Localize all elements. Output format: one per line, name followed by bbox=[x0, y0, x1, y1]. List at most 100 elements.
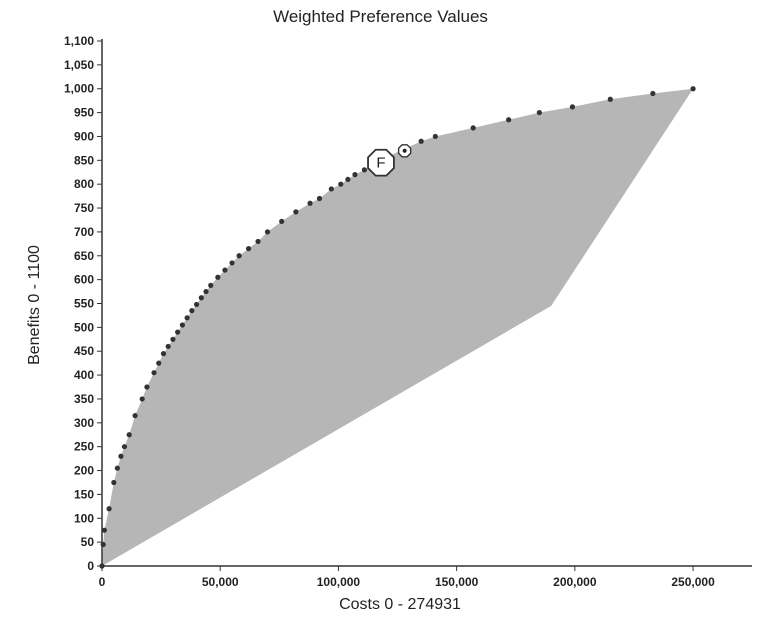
frontier-point bbox=[121, 444, 128, 450]
marker-dot bbox=[402, 148, 407, 153]
y-tick-label: 750 bbox=[74, 201, 94, 215]
x-tick-label: 200,000 bbox=[553, 575, 597, 589]
frontier-point bbox=[144, 384, 150, 390]
frontier-point bbox=[506, 117, 512, 123]
frontier-point bbox=[470, 125, 476, 131]
y-tick-label: 0 bbox=[87, 559, 94, 573]
y-tick-label: 650 bbox=[74, 249, 94, 263]
frontier-point bbox=[345, 176, 351, 183]
y-tick: 100 bbox=[74, 511, 102, 525]
frontier-point bbox=[132, 413, 138, 419]
y-tick-label: 100 bbox=[74, 511, 94, 525]
frontier-point bbox=[189, 308, 195, 314]
frontier-point bbox=[316, 195, 323, 202]
y-tick-label: 350 bbox=[74, 392, 94, 406]
frontier-point bbox=[690, 86, 696, 92]
y-tick: 1,050 bbox=[64, 58, 102, 72]
x-tick-label: 250,000 bbox=[671, 575, 715, 589]
frontier-point bbox=[328, 186, 334, 192]
y-tick-label: 250 bbox=[74, 440, 94, 454]
frontier-point bbox=[156, 360, 162, 366]
frontier-point bbox=[293, 209, 299, 215]
y-tick: 800 bbox=[74, 177, 102, 191]
frontier-point bbox=[139, 396, 145, 402]
y-tick-label: 50 bbox=[81, 535, 95, 549]
y-tick-label: 950 bbox=[74, 106, 94, 120]
x-tick-label: 50,000 bbox=[202, 575, 239, 589]
y-tick: 300 bbox=[74, 416, 102, 430]
x-tick: 0 bbox=[99, 566, 106, 589]
frontier-point bbox=[198, 295, 204, 301]
y-tick: 850 bbox=[74, 153, 102, 167]
x-tick-label: 0 bbox=[99, 575, 106, 589]
frontier-point bbox=[418, 138, 424, 144]
y-tick-label: 600 bbox=[74, 273, 94, 287]
y-tick-label: 700 bbox=[74, 225, 94, 239]
frontier-point bbox=[170, 336, 176, 342]
frontier-point bbox=[165, 343, 171, 350]
x-tick-label: 100,000 bbox=[317, 575, 361, 589]
y-tick-label: 1,000 bbox=[64, 82, 94, 96]
frontier-point bbox=[184, 315, 190, 321]
y-tick-label: 300 bbox=[74, 416, 94, 430]
y-tick: 750 bbox=[74, 201, 102, 215]
y-tick: 550 bbox=[74, 297, 102, 311]
frontier-point bbox=[99, 563, 105, 569]
y-tick-label: 150 bbox=[74, 487, 94, 501]
frontier-point bbox=[111, 479, 117, 486]
frontier-point bbox=[236, 253, 242, 259]
y-tick: 650 bbox=[74, 249, 102, 263]
frontier-point bbox=[650, 90, 656, 97]
frontier-point bbox=[203, 288, 209, 295]
frontier-point bbox=[151, 370, 157, 376]
x-tick: 150,000 bbox=[435, 566, 479, 589]
frontier-point bbox=[255, 238, 261, 245]
frontier-point bbox=[607, 96, 613, 102]
y-tick-label: 400 bbox=[74, 368, 94, 382]
y-tick-label: 900 bbox=[74, 129, 94, 143]
y-tick: 400 bbox=[74, 368, 102, 382]
x-tick-label: 150,000 bbox=[435, 575, 479, 589]
frontier-point bbox=[432, 133, 438, 140]
frontier-point bbox=[106, 506, 112, 512]
frontier-point bbox=[279, 218, 285, 225]
frontier-point bbox=[338, 181, 344, 187]
y-tick-label: 850 bbox=[74, 153, 94, 167]
y-tick: 500 bbox=[74, 320, 102, 334]
y-tick: 150 bbox=[74, 487, 102, 501]
y-tick: 950 bbox=[74, 106, 102, 120]
frontier-point bbox=[569, 104, 576, 110]
y-tick: 450 bbox=[74, 344, 102, 358]
chart-title: Weighted Preference Values bbox=[273, 7, 488, 26]
frontier-point bbox=[193, 301, 200, 308]
y-tick-label: 200 bbox=[74, 464, 94, 478]
x-tick: 200,000 bbox=[553, 566, 597, 589]
frontier-point bbox=[229, 260, 235, 266]
y-tick-label: 1,100 bbox=[64, 34, 94, 48]
frontier-point bbox=[264, 229, 271, 235]
frontier-point bbox=[118, 453, 124, 459]
y-tick: 50 bbox=[81, 535, 102, 549]
frontier-point bbox=[160, 351, 167, 357]
frontier-point bbox=[352, 172, 358, 178]
x-tick: 100,000 bbox=[317, 566, 361, 589]
octagon-marker bbox=[367, 148, 395, 177]
frontier-point bbox=[215, 274, 221, 280]
frontier-point bbox=[222, 267, 228, 273]
y-tick-label: 450 bbox=[74, 344, 94, 358]
point-f-marker: F bbox=[367, 148, 395, 177]
y-tick: 350 bbox=[74, 392, 102, 406]
x-axis-label: Costs 0 - 274931 bbox=[339, 596, 461, 613]
frontier-point bbox=[361, 167, 368, 173]
y-tick: 600 bbox=[74, 273, 102, 287]
y-tick-label: 500 bbox=[74, 320, 94, 334]
y-tick: 900 bbox=[74, 129, 102, 143]
frontier-point bbox=[307, 200, 313, 206]
y-tick: 1,000 bbox=[64, 82, 102, 96]
frontier-point bbox=[179, 322, 185, 328]
feasible-region bbox=[102, 88, 694, 567]
frontier-point bbox=[101, 527, 107, 533]
frontier-point bbox=[100, 541, 106, 548]
